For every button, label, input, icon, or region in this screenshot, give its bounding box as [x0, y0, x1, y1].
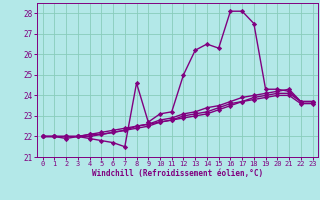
X-axis label: Windchill (Refroidissement éolien,°C): Windchill (Refroidissement éolien,°C) [92, 169, 263, 178]
